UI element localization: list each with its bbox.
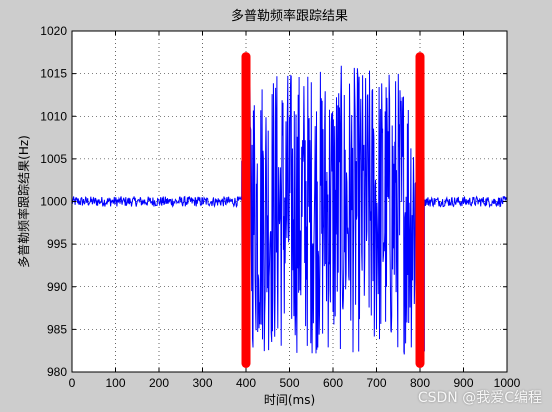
y-tick-label: 980 — [47, 365, 67, 379]
x-tick-label: 800 — [410, 376, 430, 390]
chart-title: 多普勒频率跟踪结果 — [231, 8, 348, 24]
y-tick-label: 995 — [47, 237, 67, 251]
x-tick-label: 1000 — [494, 376, 521, 390]
x-tick-label: 900 — [453, 376, 473, 390]
y-tick-label: 1015 — [40, 67, 67, 81]
x-tick-label: 600 — [323, 376, 343, 390]
x-tick-label: 100 — [105, 376, 125, 390]
y-tick-label: 1000 — [40, 195, 67, 209]
x-tick-label: 400 — [236, 376, 256, 390]
y-tick-label: 990 — [47, 280, 67, 294]
y-axis-label: 多普勒频率跟踪结果(Hz) — [16, 135, 31, 268]
ticks-group: 0 100 200 300 400 500 600 700 800 900 1000 980 985 99… — [40, 24, 520, 390]
x-tick-label: 0 — [69, 376, 76, 390]
y-tick-label: 985 — [47, 322, 67, 336]
series-group — [71, 65, 508, 355]
signal-line — [71, 65, 508, 355]
watermark-text: CSDN @我爱C编程 — [417, 390, 542, 406]
x-tick-label: 200 — [149, 376, 169, 390]
y-tick-label: 1005 — [40, 152, 67, 166]
x-tick-label: 500 — [279, 376, 299, 390]
marker-group — [241, 52, 425, 368]
y-tick-label: 1010 — [40, 109, 67, 123]
x-axis-label: 时间(ms) — [264, 393, 315, 407]
x-tick-label: 300 — [192, 376, 212, 390]
y-tick-label: 1020 — [40, 24, 67, 38]
x-tick-label: 700 — [366, 376, 386, 390]
